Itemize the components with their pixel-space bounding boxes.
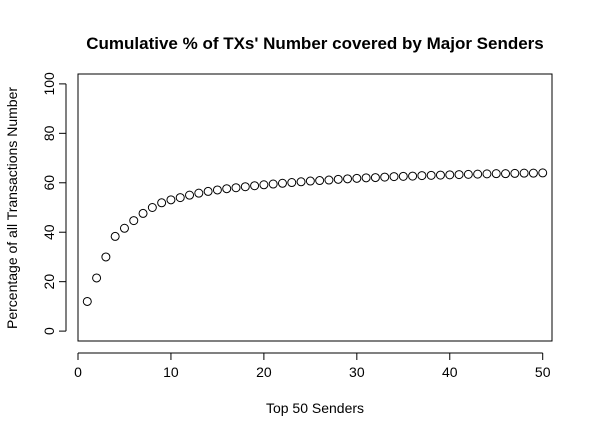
data-point <box>324 175 334 185</box>
y-axis: 0 20 40 60 80 100 <box>41 72 67 335</box>
y-tick-label: 100 <box>41 72 57 96</box>
data-point <box>445 170 455 180</box>
x-tick-label: 30 <box>349 364 365 380</box>
x-axis: 0 10 20 30 40 50 <box>74 352 551 380</box>
y-tick-label: 60 <box>41 175 57 191</box>
data-point <box>370 173 380 183</box>
x-tick-label: 50 <box>535 364 551 380</box>
data-point <box>82 296 92 306</box>
data-point <box>538 168 548 178</box>
data-point <box>380 172 390 182</box>
data-point <box>473 169 483 179</box>
data-point <box>389 172 399 182</box>
data-point <box>491 169 501 179</box>
x-axis-label: Top 50 Senders <box>266 400 364 416</box>
data-point <box>101 252 111 262</box>
data-point <box>268 179 278 189</box>
data-point <box>463 169 473 179</box>
data-point <box>528 168 538 178</box>
data-point <box>277 178 287 188</box>
data-point <box>435 170 445 180</box>
data-point <box>519 168 529 178</box>
y-tick-label: 40 <box>41 224 57 240</box>
data-point <box>147 203 157 212</box>
data-point <box>482 169 492 179</box>
x-tick-label: 20 <box>256 364 272 380</box>
chart-title: Cumulative % of TXs' Number covered by M… <box>86 34 544 53</box>
x-tick-label: 40 <box>442 364 458 380</box>
data-point <box>194 188 204 198</box>
data-point <box>296 177 306 187</box>
data-point <box>157 198 167 208</box>
data-point <box>166 195 176 205</box>
y-axis-label: Percentage of all Transactions Number <box>4 87 20 329</box>
data-point <box>398 171 408 181</box>
data-point <box>259 180 269 190</box>
data-point <box>250 181 260 191</box>
data-point <box>92 273 102 283</box>
data-point <box>175 193 185 203</box>
data-point <box>352 173 362 183</box>
data-point <box>231 183 241 193</box>
data-point <box>315 176 325 186</box>
data-point <box>119 223 129 233</box>
y-tick-label: 0 <box>41 327 57 335</box>
data-point <box>408 171 418 181</box>
data-point <box>212 185 222 195</box>
data-point <box>287 178 297 188</box>
plot-frame <box>77 73 553 342</box>
data-point <box>240 182 250 192</box>
data-point <box>110 231 120 241</box>
data-point <box>305 176 315 186</box>
data-point <box>129 216 139 226</box>
y-tick-label: 20 <box>41 274 57 290</box>
data-point <box>185 190 195 200</box>
data-point <box>361 173 371 183</box>
data-point <box>333 174 343 184</box>
data-point <box>510 168 520 178</box>
data-point <box>203 186 213 196</box>
data-point <box>343 174 353 184</box>
data-points <box>82 168 548 306</box>
data-point <box>222 184 232 194</box>
y-tick-label: 80 <box>41 125 57 141</box>
data-point <box>417 171 427 181</box>
data-point <box>138 208 148 218</box>
data-point <box>426 170 436 180</box>
data-point <box>454 170 464 180</box>
x-tick-label: 10 <box>163 364 179 380</box>
data-point <box>501 169 511 179</box>
x-tick-label: 0 <box>74 364 82 380</box>
